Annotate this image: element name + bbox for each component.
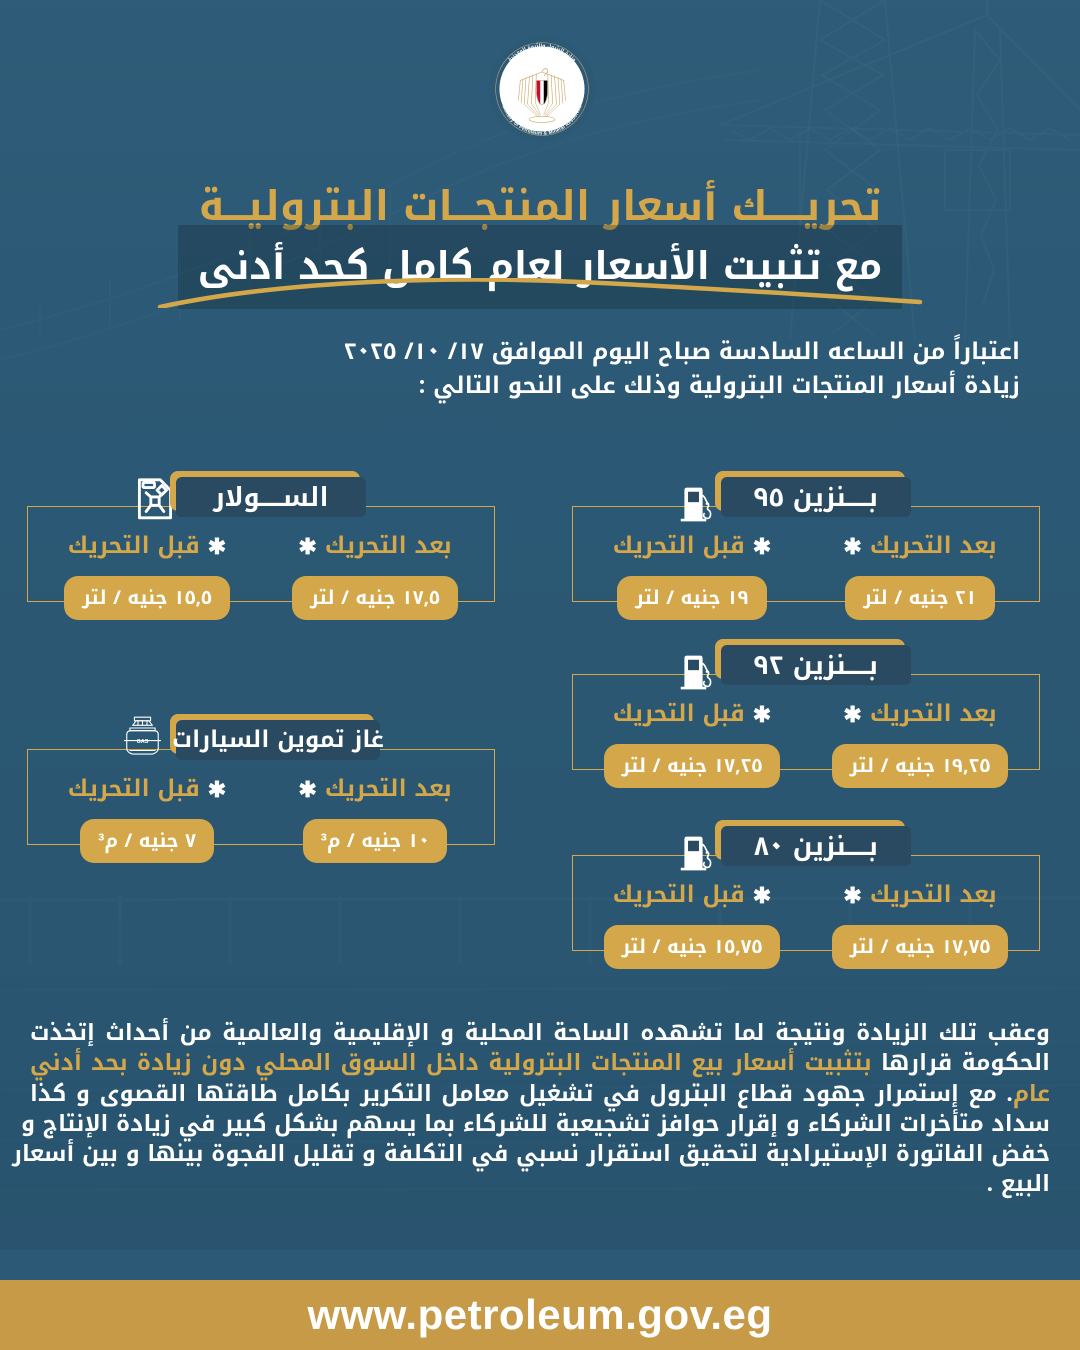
svg-text:GAS: GAS xyxy=(137,739,149,745)
